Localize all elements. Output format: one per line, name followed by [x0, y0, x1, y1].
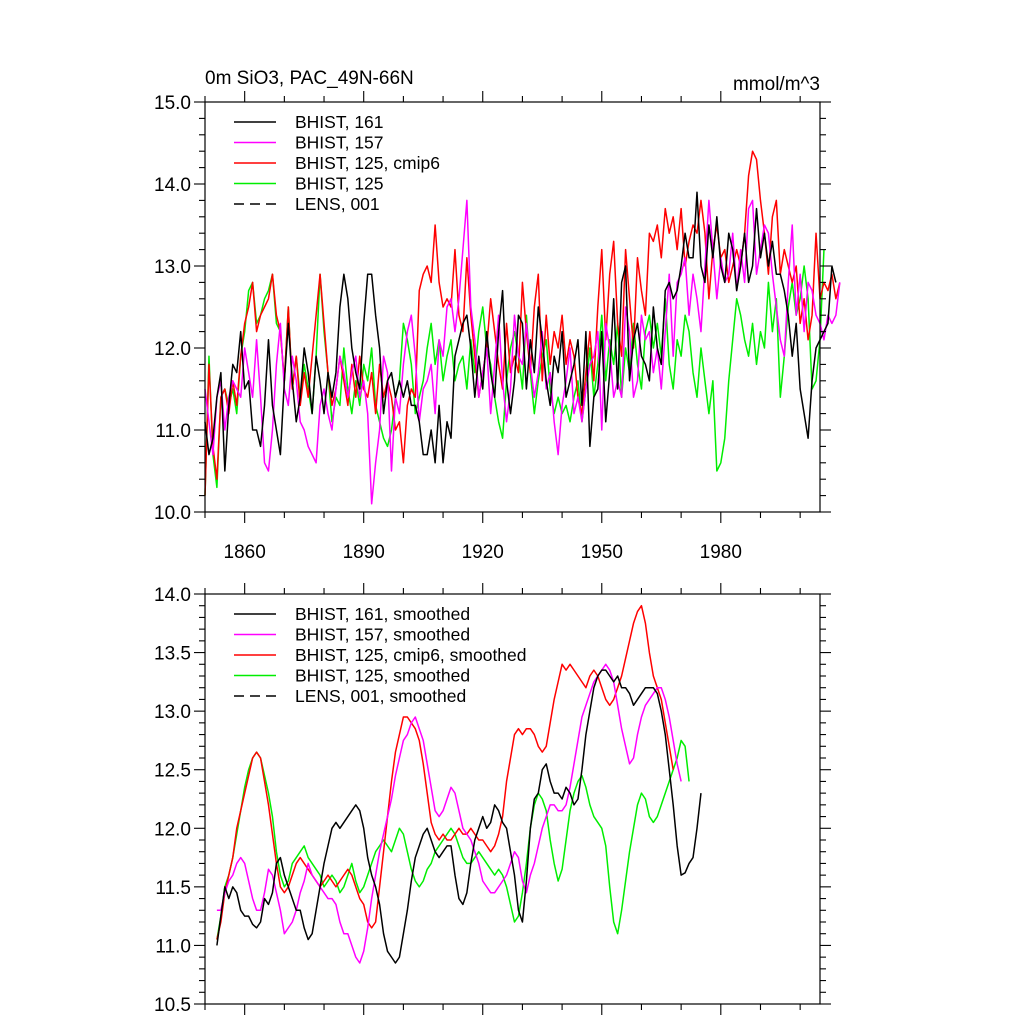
legend-label: BHIST, 157 — [295, 133, 384, 153]
y-tick-label: 11.5 — [155, 878, 191, 899]
legend-label: BHIST, 125, smoothed — [295, 666, 470, 686]
y-tick-label: 14.0 — [154, 175, 191, 196]
x-tick-label: 1950 — [581, 542, 623, 563]
legend-label: BHIST, 161 — [295, 112, 384, 132]
y-tick-label: 10.0 — [154, 503, 191, 524]
legend-label: BHIST, 125, cmip6 — [295, 153, 440, 173]
y-tick-label: 13.0 — [154, 257, 191, 278]
bottom-chart-frame — [204, 593, 821, 1005]
top-chart-panel: 0m SiO3, PAC_49N-66N mmol/m^3 1860 1890 19… — [154, 68, 841, 563]
y-tick-label: 12.5 — [154, 761, 191, 782]
series-line-bhist-125-smoothed — [216, 739, 690, 940]
legend-label: BHIST, 161, smoothed — [295, 604, 470, 624]
series-line-bhist-125-cmip6-smoothed — [216, 604, 674, 940]
series-line-bhist-157-smoothed — [216, 663, 682, 964]
series-line-bhist-125 — [204, 249, 825, 496]
top-chart-ticks: 1860 1890 1920 1950 1980 10.0 11.0 12.0 13.0 14.0… — [154, 91, 831, 563]
y-tick-label: 10.5 — [154, 995, 191, 1016]
series-line-bhist-161 — [204, 191, 837, 472]
top-chart-units: mmol/m^3 — [733, 74, 820, 95]
top-chart-title: 0m SiO3, PAC_49N-66N — [205, 68, 414, 89]
y-tick-label: 12.0 — [154, 819, 191, 840]
y-tick-label: 13.5 — [154, 644, 191, 665]
legend-label: LENS, 001, smoothed — [295, 686, 466, 706]
legend-label: BHIST, 157, smoothed — [295, 625, 470, 645]
legend-label: BHIST, 125, cmip6, smoothed — [295, 645, 527, 665]
x-tick-label: 1860 — [224, 542, 266, 563]
y-tick-label: 15.0 — [154, 93, 191, 114]
x-tick-label: 1890 — [343, 542, 385, 563]
x-tick-label: 1920 — [462, 542, 504, 563]
y-tick-label: 13.0 — [154, 702, 191, 723]
y-tick-label: 14.0 — [154, 585, 191, 606]
bottom-chart-ticks: 10.5 11.0 11.5 12.0 12.5 13.0 13.5 14.0 — [154, 583, 831, 1016]
x-tick-label: 1980 — [700, 542, 742, 563]
legend-label: LENS, 001 — [295, 194, 380, 214]
y-tick-label: 12.0 — [154, 339, 191, 360]
bottom-chart-series — [216, 604, 702, 964]
top-chart-series — [204, 150, 841, 505]
bottom-chart-panel: 10.5 11.0 11.5 12.0 12.5 13.0 13.5 14.0 BHIST, … — [154, 583, 831, 1016]
y-tick-label: 11.0 — [155, 936, 191, 957]
top-chart-frame — [204, 101, 821, 513]
series-line-bhist-161-smoothed — [216, 669, 702, 964]
series-line-bhist-157 — [204, 199, 841, 505]
legend-label: BHIST, 125 — [295, 174, 384, 194]
y-tick-label: 11.0 — [155, 421, 191, 442]
